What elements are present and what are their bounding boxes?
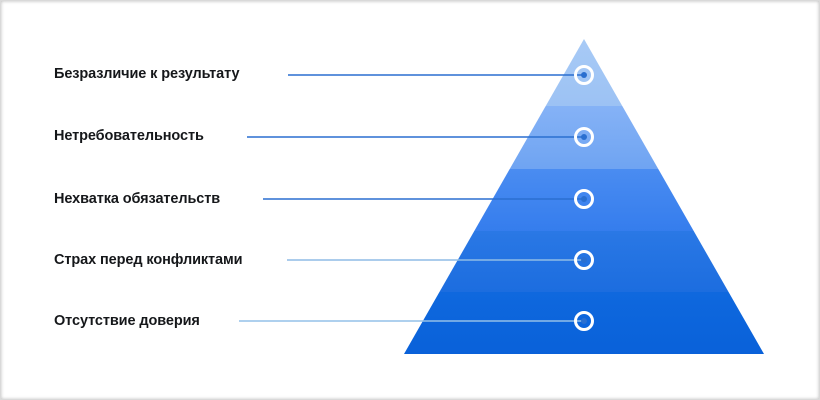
level-marker-2[interactable] xyxy=(574,127,594,147)
level-label-1: Безразличие к результату xyxy=(54,65,240,82)
level-label-5: Отсутствие доверия xyxy=(54,312,200,329)
level-label-2: Нетребовательность xyxy=(54,127,204,144)
pyramid-band-5 xyxy=(404,292,764,354)
level-markers xyxy=(574,65,594,331)
pyramid-band-1 xyxy=(404,39,764,106)
level-label-3: Нехватка обязательств xyxy=(54,190,221,207)
level-marker-3[interactable] xyxy=(574,189,594,209)
level-marker-5[interactable] xyxy=(574,311,594,331)
level-marker-1[interactable] xyxy=(574,65,594,85)
pyramid-bands xyxy=(404,39,764,354)
level-marker-4[interactable] xyxy=(574,250,594,270)
level-label-4: Страх перед конфликтами xyxy=(54,251,243,268)
